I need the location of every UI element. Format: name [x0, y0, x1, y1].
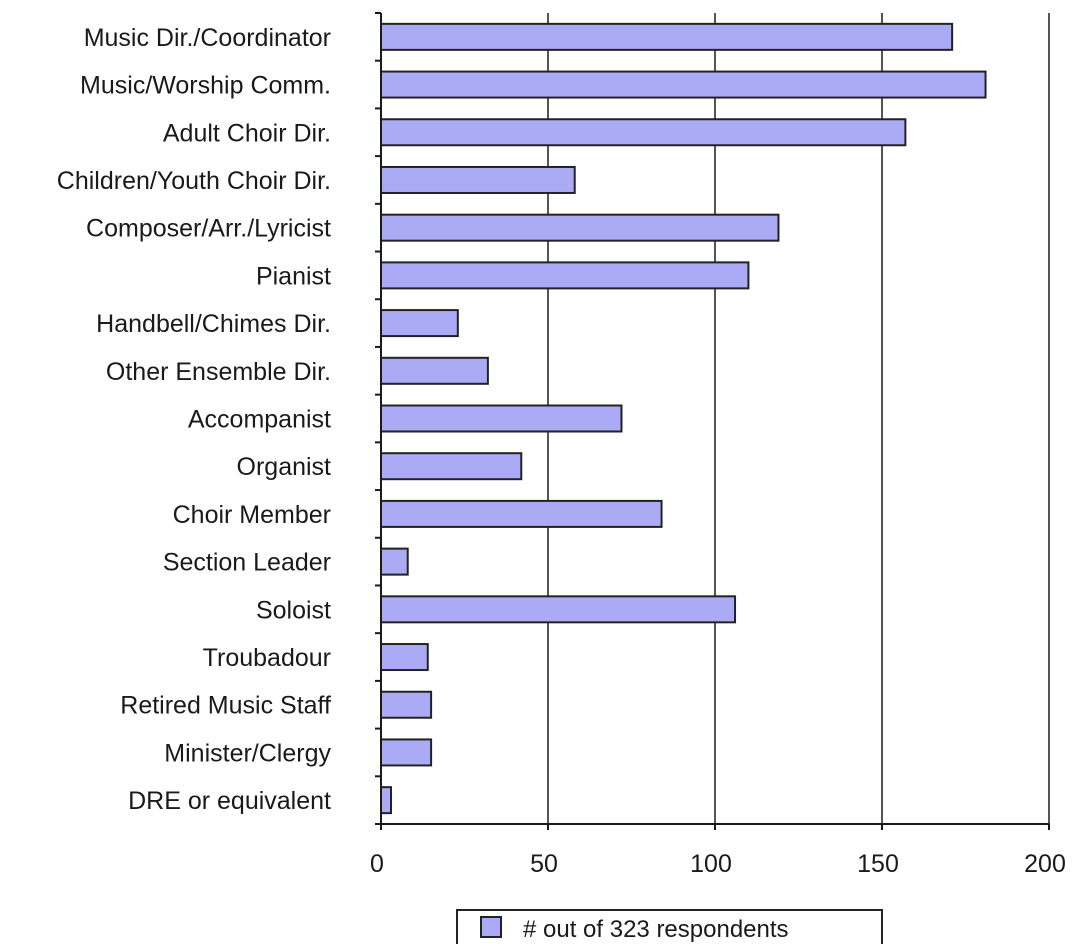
- x-tick-label: 150: [857, 850, 899, 878]
- bar-2: [380, 118, 907, 147]
- bar-15: [380, 738, 433, 767]
- bar-0: [380, 22, 954, 51]
- category-label: Minister/Clergy: [164, 739, 331, 767]
- bar-8: [380, 404, 623, 433]
- category-label: Section Leader: [163, 549, 331, 577]
- x-tick-label: 200: [1024, 850, 1066, 878]
- bars: [380, 22, 987, 815]
- x-tick-labels: 0 50 100 150 200: [370, 850, 1066, 878]
- bar-1: [380, 70, 987, 99]
- category-label: Organist: [237, 453, 332, 481]
- category-label: Music Dir./Coordinator: [84, 24, 331, 52]
- category-label: Other Ensemble Dir.: [106, 358, 331, 386]
- category-label: DRE or equivalent: [128, 787, 331, 815]
- category-label: Pianist: [256, 262, 331, 290]
- category-label: Handbell/Chimes Dir.: [96, 310, 331, 338]
- bar-16: [380, 786, 393, 815]
- bar-14: [380, 690, 433, 719]
- legend: # out of 323 respondents: [456, 909, 883, 944]
- bar-9: [380, 452, 523, 481]
- bar-4: [380, 213, 780, 242]
- x-tick-label: 50: [530, 850, 558, 878]
- category-label: Retired Music Staff: [120, 692, 331, 720]
- bar-12: [380, 595, 737, 624]
- axes: [375, 12, 1050, 830]
- category-label: Choir Member: [173, 501, 331, 529]
- bar-10: [380, 499, 663, 528]
- x-tick-label: 0: [370, 850, 384, 878]
- x-tick-label: 100: [690, 850, 732, 878]
- legend-swatch: [480, 916, 502, 938]
- bar-3: [380, 165, 576, 194]
- legend-box: [456, 909, 883, 944]
- category-label: Composer/Arr./Lyricist: [86, 215, 331, 243]
- bar-11: [380, 547, 409, 576]
- bar-13: [380, 643, 429, 672]
- category-label: Accompanist: [188, 406, 331, 434]
- bar-5: [380, 261, 750, 290]
- category-label: Music/Worship Comm.: [80, 72, 331, 100]
- category-label: Adult Choir Dir.: [163, 119, 331, 147]
- category-labels: Music Dir./Coordinator Music/Worship Comm…: [57, 24, 332, 815]
- category-label: Children/Youth Choir Dir.: [57, 167, 331, 195]
- category-label: Troubadour: [203, 644, 331, 672]
- bar-7: [380, 356, 489, 385]
- bar-6: [380, 309, 459, 338]
- category-label: Soloist: [256, 596, 331, 624]
- legend-label: # out of 323 respondents: [523, 916, 789, 943]
